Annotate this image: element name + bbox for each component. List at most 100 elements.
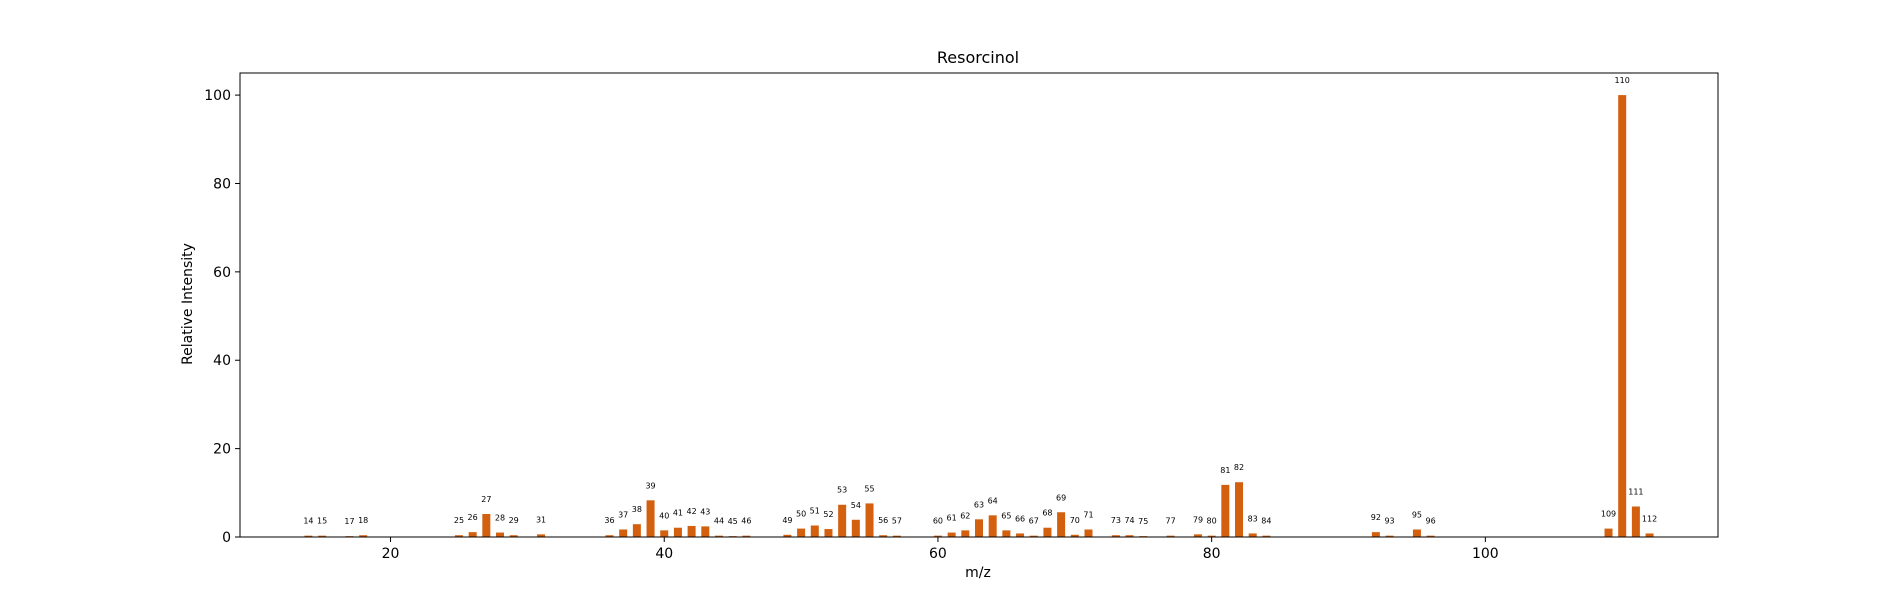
bar-label-61: 61 [947, 514, 957, 523]
x-tick-label-100: 100 [1472, 546, 1499, 562]
bar-label-84: 84 [1261, 517, 1271, 526]
bar-label-56: 56 [878, 516, 888, 525]
bar-mz-70 [1070, 534, 1079, 537]
bar-mz-49 [783, 534, 792, 537]
bar-label-79: 79 [1193, 515, 1203, 524]
bar-label-80: 80 [1207, 517, 1217, 526]
bar-label-37: 37 [618, 510, 628, 519]
bar-mz-62 [961, 530, 970, 537]
bar-label-53: 53 [837, 486, 847, 495]
bar-mz-46 [742, 535, 751, 537]
bar-label-14: 14 [303, 517, 313, 526]
bar-mz-27 [482, 514, 491, 537]
bar-label-64: 64 [988, 496, 998, 505]
y-tick-label-0: 0 [222, 530, 231, 546]
y-tick-label-40: 40 [213, 353, 231, 369]
bar-mz-64 [988, 515, 997, 537]
y-axis-label: Relative Intensity [180, 243, 196, 365]
bar-mz-26 [468, 532, 477, 537]
bar-mz-42 [687, 525, 696, 537]
chart-title: Resorcinol [937, 48, 1019, 67]
x-tick-label-80: 80 [1203, 546, 1221, 562]
bar-label-36: 36 [604, 516, 614, 525]
bar-label-51: 51 [810, 507, 820, 516]
bar-label-73: 73 [1111, 516, 1121, 525]
bar-mz-68 [1043, 527, 1052, 537]
bar-mz-53 [838, 504, 847, 537]
bar-label-82: 82 [1234, 463, 1244, 472]
bar-label-69: 69 [1056, 493, 1066, 502]
bar-mz-15 [318, 535, 327, 537]
bar-mz-25 [454, 535, 463, 537]
bar-label-28: 28 [495, 514, 505, 523]
bar-mz-60 [933, 535, 942, 537]
bar-label-75: 75 [1138, 517, 1148, 526]
bar-mz-109 [1604, 528, 1613, 537]
bar-mz-28 [496, 532, 505, 537]
bar-label-25: 25 [454, 516, 464, 525]
bar-label-38: 38 [632, 505, 642, 514]
bar-mz-61 [947, 532, 956, 537]
bar-label-68: 68 [1042, 509, 1052, 518]
bar-mz-41 [673, 527, 682, 537]
bar-label-57: 57 [892, 517, 902, 526]
bar-label-62: 62 [960, 511, 970, 520]
bar-label-40: 40 [659, 511, 669, 520]
bar-mz-14 [304, 535, 313, 537]
bar-label-112: 112 [1642, 514, 1657, 523]
bar-label-29: 29 [509, 516, 519, 525]
bar-mz-84 [1262, 535, 1271, 537]
bar-mz-44 [714, 535, 723, 537]
bar-label-50: 50 [796, 510, 806, 519]
plot-frame [239, 72, 1719, 538]
bar-label-109: 109 [1601, 510, 1616, 519]
bar-mz-37 [619, 529, 628, 537]
bar-label-42: 42 [687, 507, 697, 516]
bar-mz-95 [1412, 529, 1421, 537]
bar-mz-40 [660, 530, 669, 537]
bar-mz-29 [509, 535, 518, 537]
bar-label-67: 67 [1029, 517, 1039, 526]
bar-mz-51 [810, 525, 819, 537]
y-tick-label-60: 60 [213, 265, 231, 281]
bar-mz-77 [1166, 535, 1175, 537]
bar-mz-43 [701, 526, 710, 537]
bar-label-45: 45 [728, 517, 738, 526]
bar-mz-39 [646, 500, 655, 537]
bar-mz-67 [1029, 535, 1038, 537]
bar-label-66: 66 [1015, 514, 1025, 523]
bar-mz-111 [1631, 506, 1640, 537]
bar-label-17: 17 [344, 517, 354, 526]
bar-mz-50 [797, 528, 806, 537]
bar-label-111: 111 [1628, 488, 1643, 497]
bar-mz-65 [1002, 530, 1011, 537]
bar-mz-81 [1221, 484, 1230, 537]
bar-label-41: 41 [673, 509, 683, 518]
y-tick-label-100: 100 [204, 88, 231, 104]
bar-mz-36 [605, 535, 614, 537]
bar-label-52: 52 [823, 510, 833, 519]
bar-label-65: 65 [1001, 511, 1011, 520]
x-axis-label: m/z [965, 565, 991, 581]
bar-mz-18 [359, 535, 368, 537]
bar-mz-83 [1248, 533, 1257, 537]
bar-label-81: 81 [1220, 466, 1230, 475]
bar-label-70: 70 [1070, 516, 1080, 525]
bar-mz-66 [1016, 533, 1025, 537]
bar-mz-56 [879, 535, 888, 537]
x-tick-label-60: 60 [929, 546, 947, 562]
bar-mz-57 [892, 535, 901, 537]
y-tick-label-80: 80 [213, 176, 231, 192]
bar-mz-73 [1111, 535, 1120, 537]
x-tick-label-20: 20 [382, 546, 400, 562]
bar-mz-31 [537, 534, 546, 537]
bar-label-60: 60 [933, 517, 943, 526]
bar-label-31: 31 [536, 515, 546, 524]
bar-label-83: 83 [1248, 514, 1258, 523]
bar-label-55: 55 [864, 484, 874, 493]
bar-mz-93 [1385, 535, 1394, 537]
bar-mz-69 [1057, 512, 1066, 537]
bar-label-26: 26 [468, 513, 478, 522]
bar-label-96: 96 [1426, 517, 1436, 526]
